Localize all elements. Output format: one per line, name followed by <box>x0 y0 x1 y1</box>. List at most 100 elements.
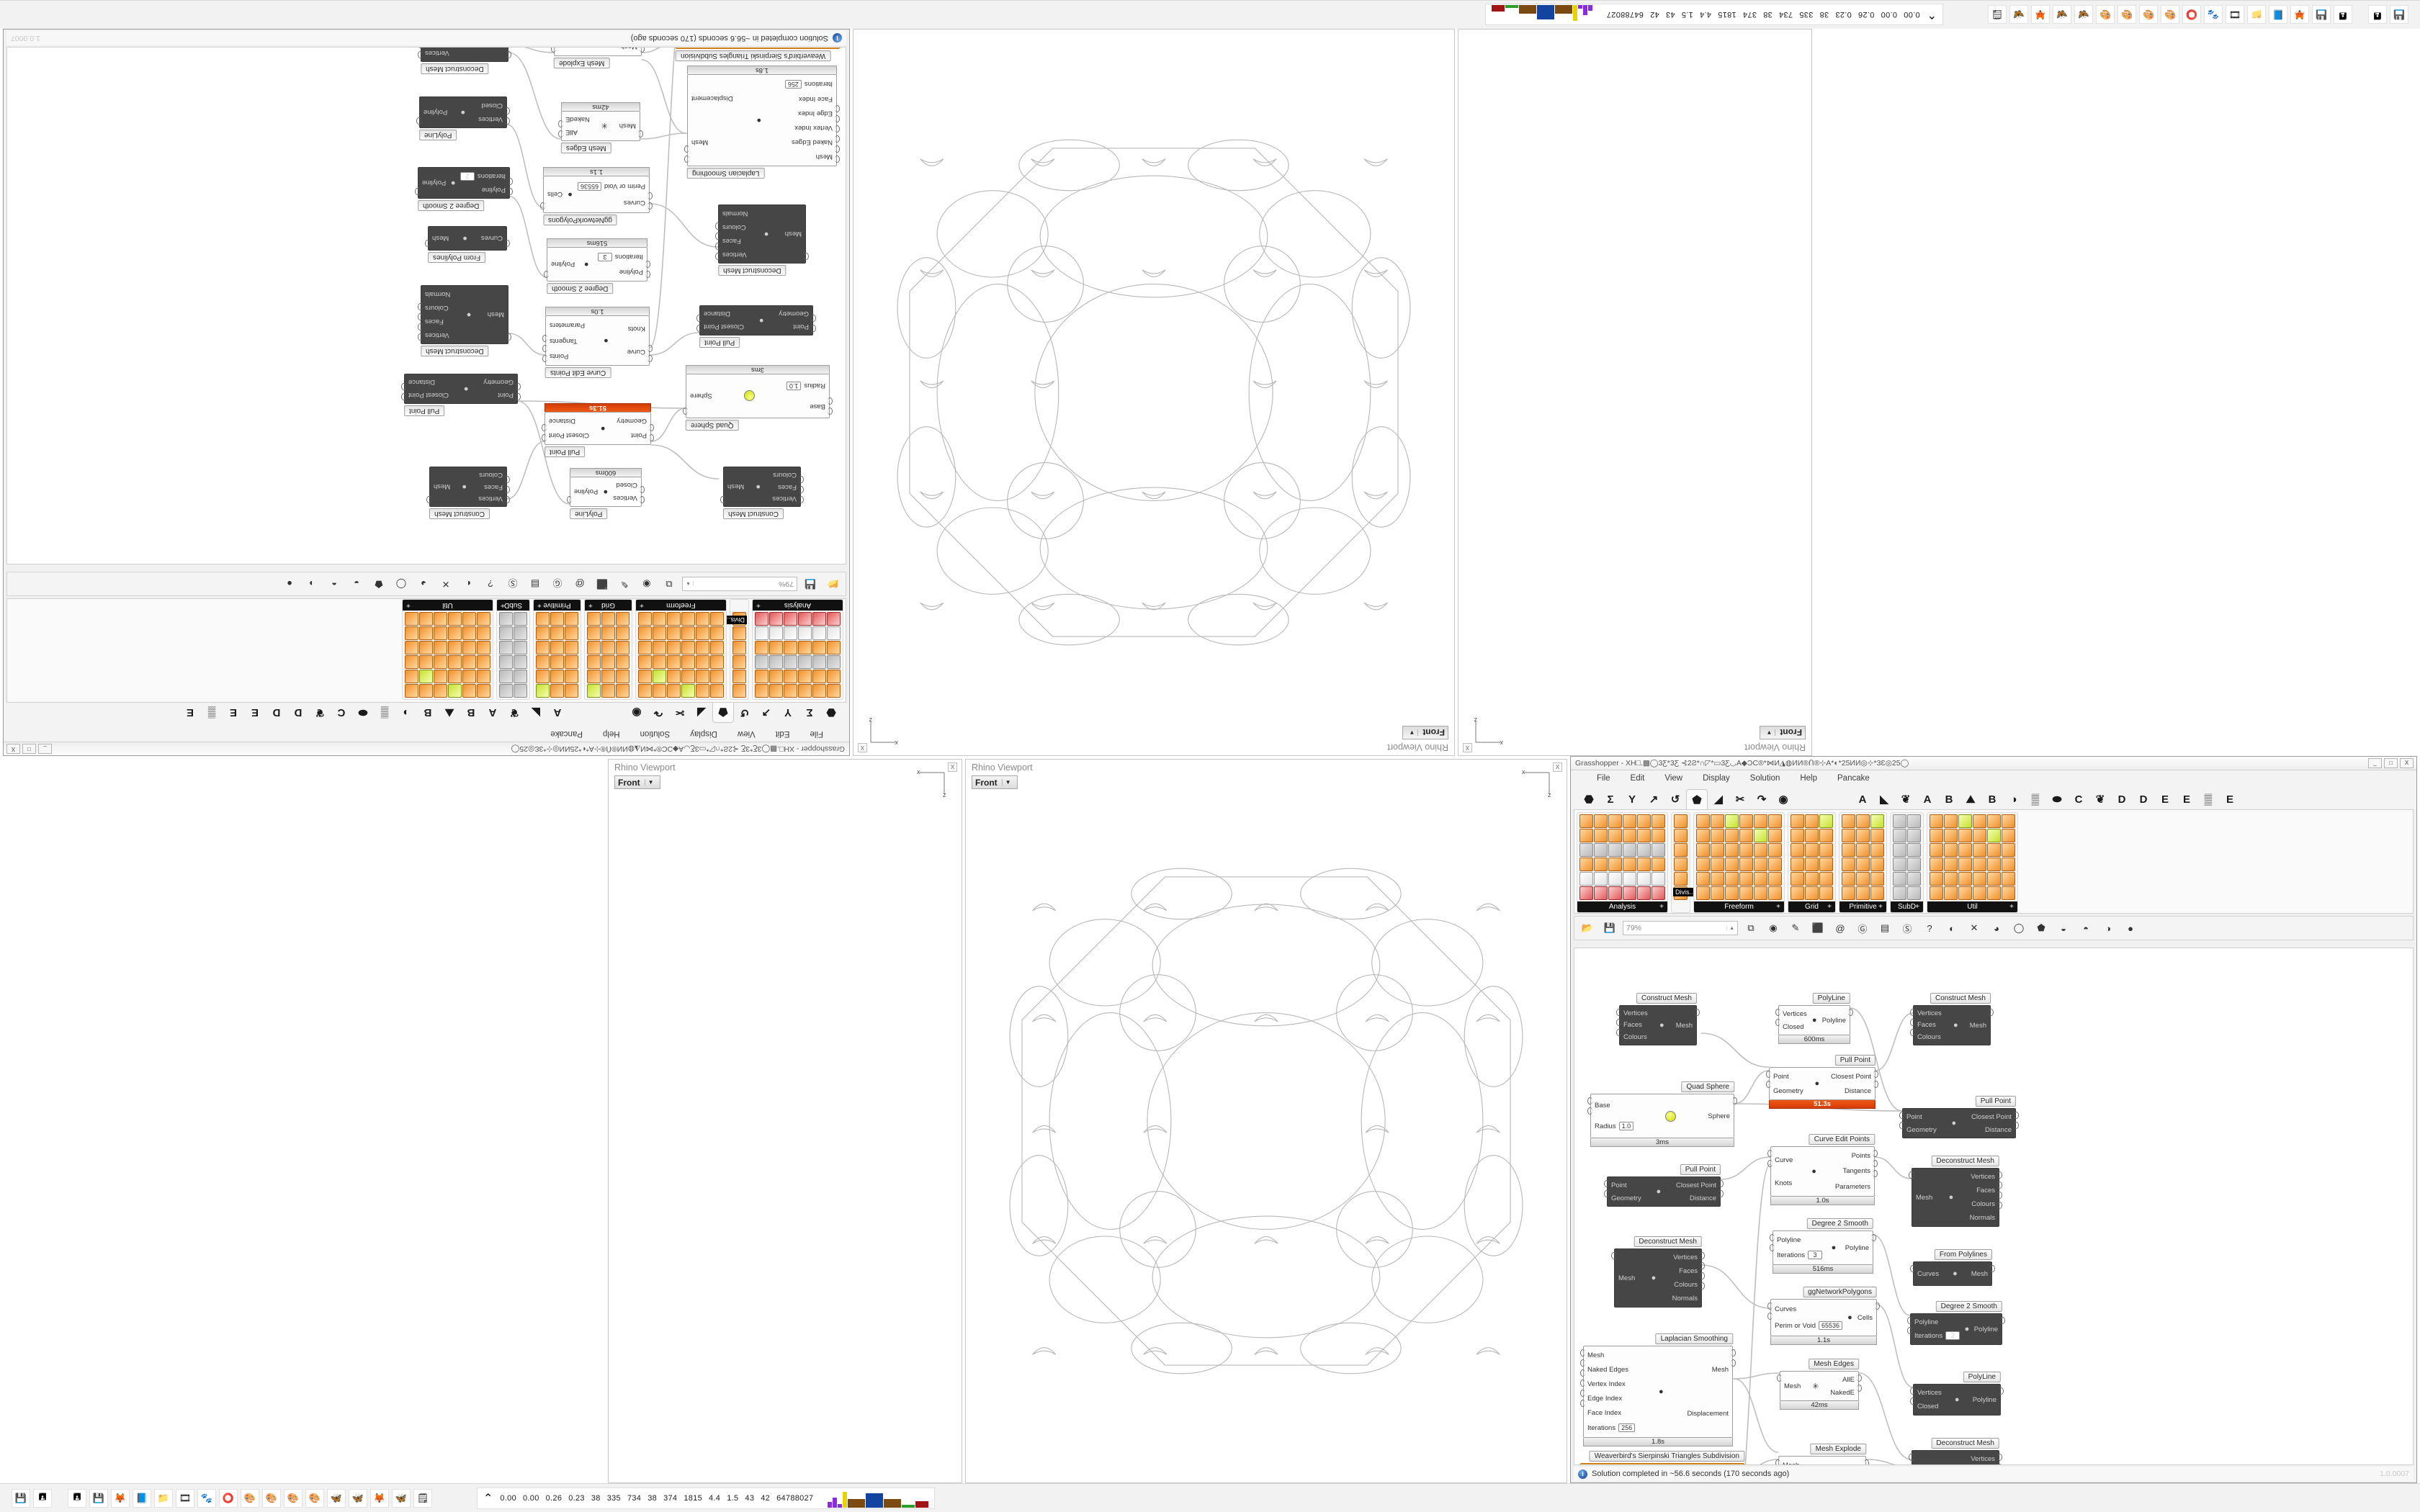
ribbon-component-icon[interactable] <box>536 655 550 669</box>
ribbon-component-icon[interactable] <box>1791 872 1804 886</box>
node-input-port[interactable] <box>1910 1019 1915 1026</box>
ribbon-group-expand-icon[interactable]: + <box>640 601 644 609</box>
ribbon-component-icon[interactable] <box>1674 829 1688 842</box>
ribbon-group-freeform[interactable]: Freeform + <box>635 599 727 700</box>
taskbar-gh-2-icon[interactable]: 🦋 <box>349 1488 367 1508</box>
node-input-port[interactable] <box>1910 1387 1915 1395</box>
ribbon-component-icon[interactable] <box>769 655 783 669</box>
ribbon-component-icon[interactable] <box>1768 814 1782 828</box>
node-output-port[interactable] <box>1718 1190 1724 1197</box>
ribbon-component-icon[interactable] <box>812 612 826 626</box>
zoom-level-field[interactable]: 79% ▲ <box>1623 921 1738 935</box>
ribbon-component-icon[interactable] <box>2002 872 2015 886</box>
ribbon-component-icon[interactable] <box>1725 886 1739 900</box>
node-output-port[interactable] <box>542 345 547 352</box>
ribbon-component-icon[interactable] <box>1711 814 1724 828</box>
node-output-port[interactable] <box>696 325 702 332</box>
ribbon-component-icon[interactable] <box>667 655 681 669</box>
ribbon-component-icon[interactable] <box>499 612 513 626</box>
ribbon-group-subd[interactable]: SubD + <box>1890 812 1924 913</box>
ribbon-component-icon[interactable] <box>827 641 841 654</box>
node-body[interactable]: Mesh ● Vertices Faces Colours Normals <box>418 285 511 344</box>
ribbon-group-icons[interactable] <box>536 612 578 698</box>
params-icon[interactable]: ⬣ <box>1584 793 1594 806</box>
ribbon-component-icon[interactable] <box>1696 829 1710 842</box>
ribbon-component-icon[interactable] <box>1725 814 1739 828</box>
ribbon-component-icon[interactable] <box>616 626 629 640</box>
taskbar-calc-icon[interactable]: 📘 <box>2269 5 2287 24</box>
node-output-port[interactable] <box>542 424 547 431</box>
close-icon[interactable]: X <box>948 762 957 772</box>
grasshopper-window[interactable]: Grasshopper - XH□.▩◯3Ƹ*3Ƹ ⊰2Ƨ*∩◸*▭3Ƹ◡A◆Ɔ… <box>1570 756 2417 1483</box>
taskbar-paint-1-icon[interactable]: 🎨 <box>241 1488 259 1508</box>
ribbon-component-icon[interactable] <box>667 641 681 654</box>
taskbar-paint-4-icon[interactable]: 🎨 <box>305 1488 324 1508</box>
node-input-port[interactable] <box>835 156 840 163</box>
ribbon-component-icon[interactable] <box>1594 829 1608 842</box>
ribbon-component-icon[interactable] <box>1623 814 1636 828</box>
ribbon-component-icon[interactable] <box>448 655 462 669</box>
ribbon-component-icon[interactable] <box>1623 872 1636 886</box>
ribbon-component-icon[interactable] <box>514 626 527 640</box>
node-output-port[interactable] <box>540 202 545 210</box>
plugin-grid-icon[interactable]: ▒ <box>380 706 389 719</box>
node-input-port[interactable] <box>835 115 840 122</box>
plugin-b2-icon[interactable]: B <box>1988 793 1996 806</box>
ribbon-component-icon[interactable] <box>1819 829 1833 842</box>
ribbon-component-icon[interactable] <box>784 641 797 654</box>
taskbar-top-icons[interactable]: 💾 🖪 🖪 💾 🦊 📘 📁 🎞 🐾 ⭕ 🎨 🎨 🎨 🎨 🦋 🦋 🦊 🦋 🗒 <box>1986 5 2410 24</box>
ribbon-component-icon[interactable] <box>477 612 490 626</box>
chevron-down-icon[interactable]: ▼ <box>1001 779 1011 786</box>
ribbon-group-icons[interactable] <box>1930 814 2015 900</box>
plugin-e2-icon[interactable]: E <box>230 706 238 719</box>
menu-item-display[interactable]: Display <box>690 729 717 738</box>
node-input-port[interactable] <box>505 107 510 114</box>
taskbar-paint-3-icon[interactable]: 🎨 <box>284 1488 302 1508</box>
node-body[interactable]: Point Geometry ● Closest Point Distance <box>1899 1108 2019 1138</box>
ribbon-component-icon[interactable] <box>1594 886 1608 900</box>
ribbon-component-icon[interactable] <box>653 684 666 698</box>
ribbon-component-icon[interactable] <box>601 612 615 626</box>
ribbon-component-icon[interactable] <box>405 612 418 626</box>
taskbar-save-64-icon[interactable]: 💾 <box>2312 5 2331 24</box>
ribbon-component-icon[interactable] <box>514 612 527 626</box>
ribbon-component-icon[interactable] <box>448 670 462 683</box>
ribbon-component-icon[interactable] <box>1637 858 1651 871</box>
ribbon-component-icon[interactable] <box>1973 843 1986 857</box>
ribbon-group-icons[interactable] <box>638 612 724 698</box>
ribbon-component-icon[interactable] <box>1842 872 1855 886</box>
node-output-port[interactable] <box>1997 1192 2002 1199</box>
taskbar-gh-3-icon[interactable]: 🦋 <box>2009 5 2028 24</box>
ribbon-component-icon[interactable] <box>1754 858 1767 871</box>
node-input-port[interactable] <box>1587 1097 1592 1104</box>
node-input-port[interactable] <box>811 325 816 332</box>
ribbon-component-icon[interactable] <box>1870 843 1884 857</box>
ribbon-group-icons[interactable] <box>732 612 746 698</box>
category-tab-row[interactable]: ⬣ Σ Y ↗ ↺ ⬟ ◢ ✂ ↷ ◉ A ◣ ❦ A B ⛰ B ◑ ▒ ⬬ C ❦ D D E E ▒ E <box>4 703 849 726</box>
node-input-port[interactable] <box>649 424 654 431</box>
node-output-port[interactable] <box>401 383 406 390</box>
taskbar-dog-icon[interactable]: 🐾 <box>2204 5 2223 24</box>
ribbon-component-icon[interactable] <box>1893 843 1906 857</box>
close-button[interactable]: X <box>6 744 20 754</box>
ribbon-group-label[interactable]: Util + <box>1927 901 2017 912</box>
ribbon-component-icon[interactable] <box>1907 872 1921 886</box>
ribbon-component-icon[interactable] <box>587 612 601 626</box>
gha-loader-icon[interactable]: Ⓖ <box>552 577 563 589</box>
ribbon-component-icon[interactable] <box>769 641 783 654</box>
menu-item-edit[interactable]: Edit <box>775 729 790 738</box>
node-curve-edit-points[interactable]: Curve Edit Points Curve Knots ● Points Tangen… <box>1767 1134 1878 1205</box>
plugin-weaverbird-icon[interactable]: ❦ <box>315 706 325 719</box>
node-input-value[interactable]: 1.0 <box>786 382 802 391</box>
node-construct-mesh-1[interactable]: Construct Mesh Vertices Faces Colours ● Mesh <box>720 467 804 519</box>
ribbon-group-analysis[interactable]: Analysis + <box>752 599 843 700</box>
ribbon-group-icons[interactable] <box>1842 814 1884 900</box>
ribbon-component-icon[interactable] <box>638 626 652 640</box>
viewport-view-dropdown[interactable]: Front ▼ <box>614 775 660 789</box>
node-input-port[interactable] <box>1910 1029 1915 1036</box>
save-file-icon[interactable]: 💾 <box>804 579 817 590</box>
zoom-level-spinner[interactable]: ▲ <box>1726 925 1734 931</box>
ribbon-component-icon[interactable] <box>1674 872 1688 886</box>
